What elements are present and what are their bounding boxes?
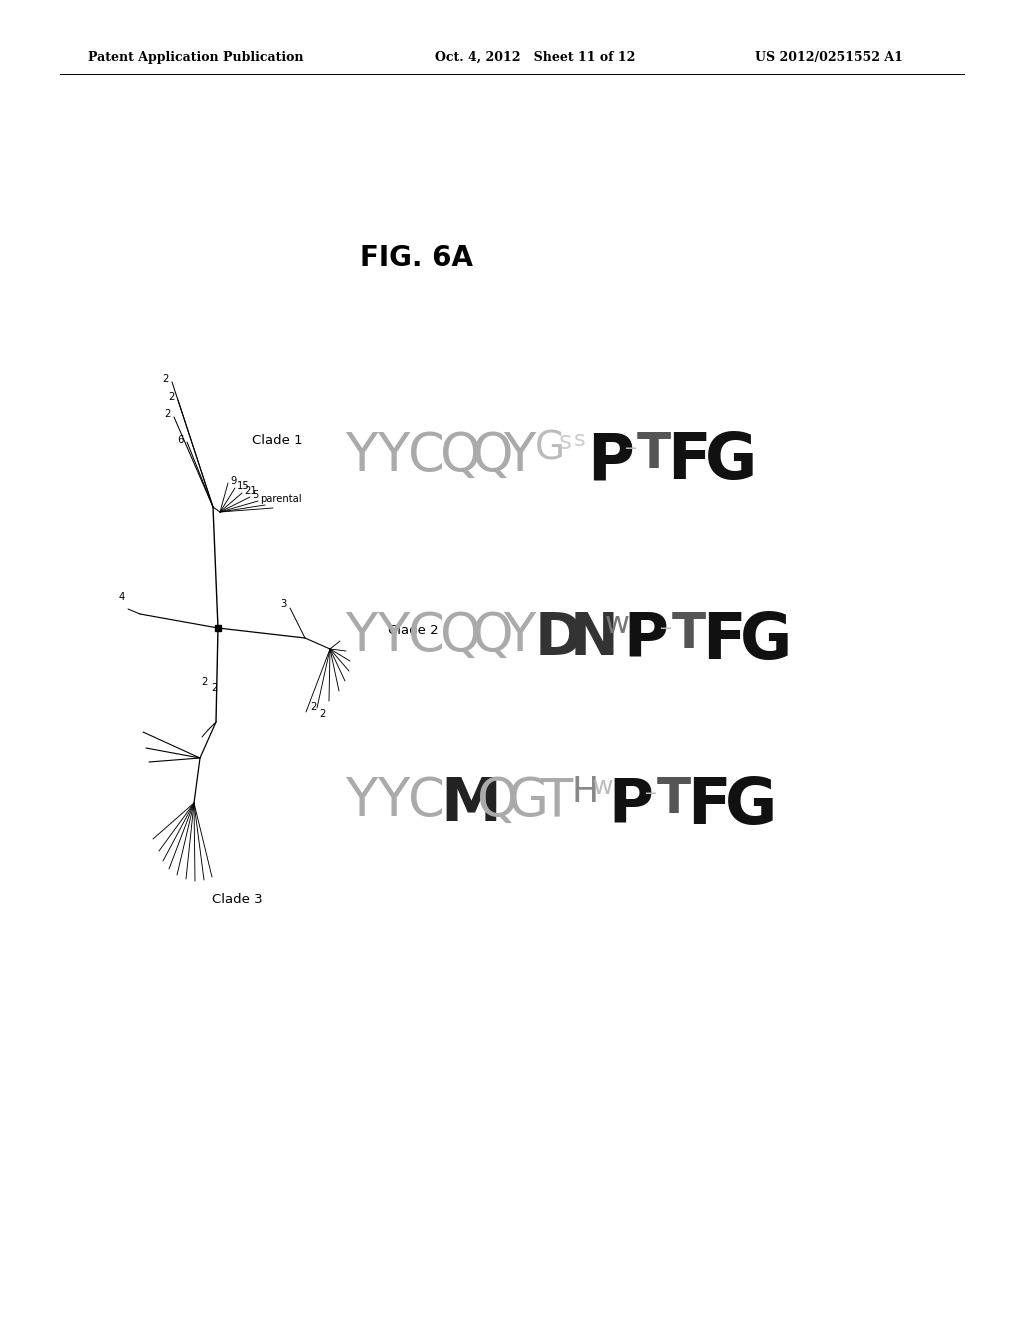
Text: P: P (624, 610, 669, 669)
Text: F: F (687, 775, 730, 837)
Text: FIG. 6A: FIG. 6A (360, 244, 473, 272)
Text: Q: Q (440, 610, 481, 663)
Text: C: C (409, 775, 445, 828)
Text: M: M (440, 775, 501, 834)
Text: 4: 4 (119, 591, 125, 602)
Text: P: P (587, 430, 634, 492)
Text: P: P (608, 775, 653, 834)
Text: T: T (540, 775, 572, 828)
Text: _: _ (660, 610, 670, 630)
Text: 2: 2 (169, 392, 175, 403)
Text: parental: parental (260, 494, 302, 504)
Text: Q: Q (472, 610, 513, 663)
Text: _: _ (645, 775, 655, 795)
Text: Clade 3: Clade 3 (212, 894, 262, 906)
Text: Patent Application Publication: Patent Application Publication (88, 50, 303, 63)
Text: G: G (508, 775, 549, 828)
Text: w: w (593, 775, 613, 799)
Text: 5: 5 (252, 490, 258, 500)
Bar (215, 624, 221, 631)
Text: C: C (409, 430, 445, 482)
Text: s: s (558, 430, 571, 454)
Text: w: w (605, 610, 630, 639)
Text: Oct. 4, 2012   Sheet 11 of 12: Oct. 4, 2012 Sheet 11 of 12 (435, 50, 635, 63)
Text: N: N (570, 610, 618, 667)
Text: s: s (573, 430, 585, 450)
Text: G: G (705, 430, 758, 492)
Text: T: T (656, 775, 691, 822)
Text: 2: 2 (319, 709, 326, 719)
Text: Y: Y (504, 610, 536, 663)
Text: Q: Q (476, 775, 518, 828)
Text: 2: 2 (163, 374, 169, 384)
Text: C: C (409, 610, 445, 663)
Text: F: F (701, 610, 745, 672)
Text: Y: Y (377, 775, 409, 828)
Text: Y: Y (345, 610, 377, 663)
Text: US 2012/0251552 A1: US 2012/0251552 A1 (755, 50, 903, 63)
Text: 2: 2 (165, 409, 171, 418)
Text: Y: Y (345, 430, 377, 482)
Text: G: G (725, 775, 777, 837)
Text: G: G (535, 430, 565, 469)
Text: G: G (740, 610, 793, 672)
Text: 21: 21 (244, 486, 257, 496)
Text: 2: 2 (211, 682, 217, 693)
Text: Y: Y (345, 775, 377, 828)
Text: H: H (571, 775, 599, 809)
Text: _: _ (625, 430, 635, 449)
Text: D: D (535, 610, 584, 667)
Text: 2: 2 (310, 702, 316, 711)
Text: Q: Q (440, 430, 481, 482)
Text: Y: Y (377, 430, 409, 482)
Text: 2: 2 (201, 677, 207, 686)
Text: T: T (672, 610, 706, 657)
Text: 15: 15 (237, 480, 250, 491)
Text: Clade 1: Clade 1 (252, 433, 303, 446)
Text: 9: 9 (230, 477, 237, 486)
Text: Y: Y (504, 430, 536, 482)
Text: Clade 2: Clade 2 (388, 624, 438, 638)
Text: T: T (637, 430, 671, 478)
Text: Q: Q (472, 430, 513, 482)
Text: Y: Y (377, 610, 409, 663)
Text: F: F (667, 430, 711, 492)
Text: 6: 6 (177, 436, 184, 445)
Text: 3: 3 (281, 599, 287, 609)
